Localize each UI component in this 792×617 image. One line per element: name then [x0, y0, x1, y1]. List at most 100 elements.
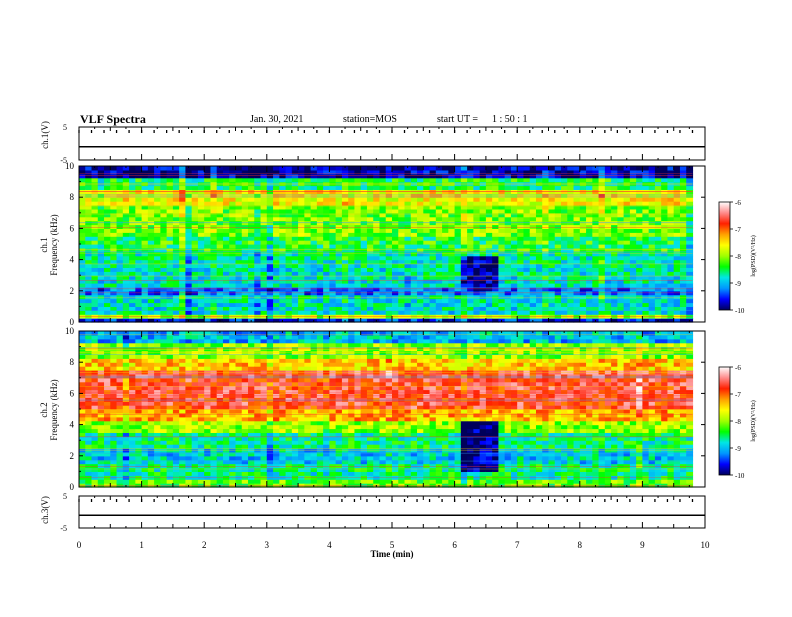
ch1-spectrogram-cell — [336, 228, 343, 233]
ch2-spectrogram-cell — [110, 471, 117, 476]
ch1-spectrogram-cell — [674, 178, 681, 183]
ch2-spectrogram-cell — [104, 370, 111, 375]
ch1-spectrogram-cell — [79, 186, 86, 191]
ch2-spectrogram-cell — [192, 425, 199, 430]
ch1-spectrogram-cell — [217, 306, 224, 311]
ch2-spectrogram-cell — [98, 460, 105, 465]
ch1-spectrogram-cell — [574, 236, 581, 241]
ch1-spectrogram-cell — [223, 240, 230, 245]
ch1-spectrogram-cell — [192, 271, 199, 276]
ch1-spectrogram-cell — [85, 244, 92, 249]
ch2-spectrogram-cell — [179, 405, 186, 410]
ch1-spectrogram-cell — [279, 260, 286, 265]
ch1-spectrogram-cell — [142, 295, 149, 300]
ch1-spectrogram-cell — [304, 228, 311, 233]
ch1-spectrogram-cell — [85, 174, 92, 179]
ch1-spectrogram-cell — [110, 232, 117, 237]
ch1-spectrogram-cell — [480, 213, 487, 218]
ch1-spectrogram-cell — [217, 267, 224, 272]
ch1-spectrogram-cell — [542, 295, 549, 300]
ch1-spectrogram-cell — [561, 279, 568, 284]
ch1-spectrogram-cell — [486, 213, 493, 218]
ch1-spectrogram-cell — [442, 256, 449, 261]
ch2-spectrogram-cell — [217, 417, 224, 422]
ch1-spectrogram-cell — [367, 209, 374, 214]
ch1-spectrogram-cell — [148, 306, 155, 311]
ch1-spectrogram-cell — [423, 205, 430, 210]
ch1-spectrogram-cell — [467, 178, 474, 183]
ch1-spectrogram-cell — [448, 217, 455, 222]
ch1-spectrogram-cell — [204, 228, 211, 233]
ch1-spectrogram-cell — [592, 186, 599, 191]
ch1-spectrogram-cell — [154, 299, 161, 304]
ch1-spectrogram-cell — [98, 279, 105, 284]
ch1-spectrogram-cell — [173, 267, 180, 272]
ch1-spectrogram-cell — [467, 209, 474, 214]
ch1-spectrogram-cell — [254, 271, 261, 276]
ch2-spectrogram-cell — [192, 378, 199, 383]
ch1-spectrogram-cell — [448, 213, 455, 218]
ch2-spectrogram-cell — [179, 413, 186, 418]
start-ut-label: start UT = — [437, 114, 478, 125]
ch1-spectrogram-cell — [405, 201, 412, 206]
ch1-spectrogram-cell — [248, 232, 255, 237]
ch1-spectrogram-cell — [611, 225, 618, 230]
ch1-spectrogram-cell — [117, 260, 124, 265]
ch2-spectrogram-cell — [236, 460, 243, 465]
ch1-spectrogram-cell — [392, 213, 399, 218]
ch2-spectrogram-cell — [185, 354, 192, 359]
ch1-spectrogram-cell — [624, 299, 631, 304]
ch1-spectrogram-cell — [386, 299, 393, 304]
ch1-spectrogram-cell — [261, 303, 268, 308]
ch1-spectrogram-cell — [442, 236, 449, 241]
ch1-spectrogram-cell — [536, 228, 543, 233]
ch2-spectrogram-cell — [85, 464, 92, 469]
ch2-spectrogram-cell — [229, 390, 236, 395]
ch1-spectrogram-cell — [210, 260, 217, 265]
ch1-spectrogram-cell — [373, 174, 380, 179]
ch1-spectrogram-cell — [198, 303, 205, 308]
ch1-spectrogram-cell — [599, 283, 606, 288]
ch2-spectrogram-cell — [85, 370, 92, 375]
ch1-spectrogram-cell — [223, 205, 230, 210]
ch1-spectrogram-cell — [261, 260, 268, 265]
ch2-spectrogram-cell — [104, 354, 111, 359]
ch1-spectrogram-cell — [223, 217, 230, 222]
ch2-spectrogram-cell — [92, 460, 99, 465]
ch2-spectrogram-cell — [210, 464, 217, 469]
ch1-spectrogram-cell — [236, 279, 243, 284]
ch1-spectrogram-cell — [292, 209, 299, 214]
ch1-spectrogram-cell — [549, 213, 556, 218]
ch1-spectrogram-cell — [92, 252, 99, 256]
ch1-spectrogram-cell — [92, 201, 99, 206]
ch1-spectrogram-cell — [630, 217, 637, 222]
ch1-spectrogram-cell — [192, 236, 199, 241]
ch1-spectrogram-cell — [254, 256, 261, 261]
ch1-spectrogram-cell — [561, 306, 568, 311]
ch1-spectrogram-cell — [210, 306, 217, 311]
ch1-spectrogram-cell — [586, 299, 593, 304]
ch1-spectrogram-cell — [167, 240, 174, 245]
ch1-spectrogram-cell — [311, 303, 318, 308]
ch1-spectrogram-cell — [204, 182, 211, 187]
ch1-spectrogram-cell — [448, 225, 455, 230]
ch1-spectrogram-cell — [198, 260, 205, 265]
ch1-spectrogram-cell — [379, 232, 386, 237]
ch1-spectrogram-cell — [611, 201, 618, 206]
ch1-spectrogram-cell — [561, 260, 568, 265]
ch1-spectrogram-cell — [229, 232, 236, 237]
ch1-spectrogram-cell — [361, 228, 368, 233]
ch2-spectrogram-cell — [229, 401, 236, 406]
ch1-spectrogram-cell — [555, 299, 562, 304]
ch1-spectrogram-cell — [417, 279, 424, 284]
ch1-spectrogram-cell — [505, 205, 512, 210]
ch1-spectrogram-cell — [630, 174, 637, 179]
ch1-spectrogram-cell — [379, 306, 386, 311]
ch1-spectrogram-cell — [549, 244, 556, 249]
ch1-spectrogram-cell — [167, 306, 174, 311]
ch2-spectrogram-cell — [98, 425, 105, 430]
ch1-spectrogram-cell — [630, 267, 637, 272]
ch1-spectrogram-cell — [555, 271, 562, 276]
ch1-spectrogram-cell — [398, 306, 405, 311]
ch1-spectrogram-cell — [254, 303, 261, 308]
